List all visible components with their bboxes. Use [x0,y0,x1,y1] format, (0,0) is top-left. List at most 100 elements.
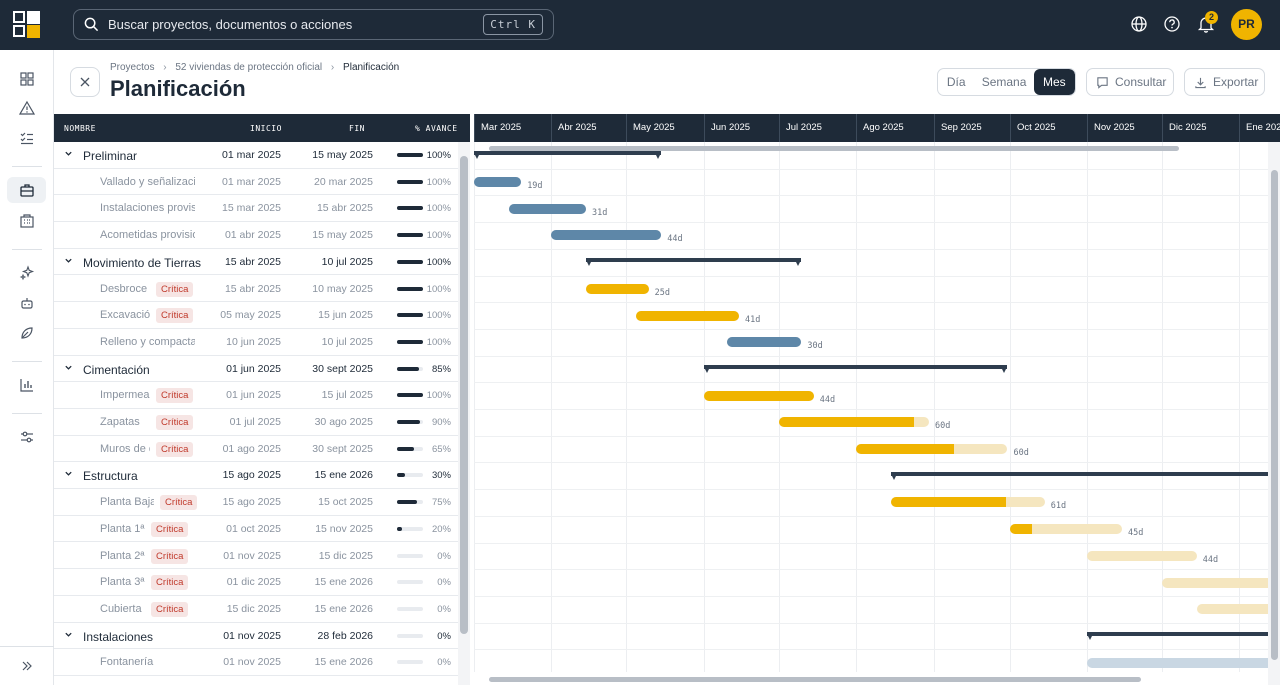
gantt-task-bar[interactable] [856,444,1008,455]
task-name: Relleno y compactación [100,335,195,348]
chevron-down-icon[interactable] [64,256,73,268]
gantt-summary-bar[interactable] [891,471,1268,480]
table-row[interactable]: Zapatas Crítica 01 jul 2025 30 ago 2025 90% [54,409,458,436]
gantt-task-bar[interactable] [1087,657,1268,668]
critical-badge: Crítica [156,388,194,404]
gantt-month: Jul 2025 [779,114,856,142]
table-scrollbar[interactable] [458,142,470,685]
gantt-task-bar[interactable] [508,203,586,214]
header-end[interactable]: FIN [349,124,365,133]
briefcase-icon[interactable] [7,177,46,203]
gantt-task-bar[interactable] [586,283,649,294]
gantt-task-bar[interactable] [704,390,814,401]
table-row[interactable]: Instalaciones provisionales 15 mar 2025 15… [54,195,458,223]
breadcrumb: Proyectos › 52 viviendas de protección o… [110,62,399,73]
table-row[interactable]: Fontanería 01 nov 2025 15 ene 2026 0% [54,649,458,676]
gantt-summary-bar[interactable] [474,151,662,160]
app-logo[interactable] [13,11,40,38]
header-progress[interactable]: % AVANCE [415,124,458,133]
gantt-task-bar[interactable] [1162,577,1268,588]
breadcrumb-project[interactable]: 52 viviendas de protección oficial [175,62,323,73]
task-end: 10 jul 2025 [321,335,373,348]
task-start: 15 dic 2025 [226,602,281,615]
gantt-task-bar[interactable] [1196,604,1268,615]
globe-icon[interactable] [1130,15,1148,33]
dashboard-icon[interactable] [12,66,42,92]
table-group-row[interactable]: Estructura 15 ago 2025 15 ene 2026 30% [54,462,458,490]
header-start[interactable]: INICIO [250,124,282,133]
gantt-row-line [474,222,1268,224]
progress-percent: 100% [426,203,451,215]
table-group-row[interactable]: Cimentación 01 jun 2025 30 sept 2025 85% [54,356,458,383]
task-end: 15 ene 2026 [314,469,373,482]
breadcrumb-projects[interactable]: Proyectos [110,62,155,73]
chevron-down-icon[interactable] [64,469,73,481]
export-button[interactable]: Exportar [1184,68,1265,96]
gantt-month: Mar 2025 [474,114,551,142]
sparkles-icon[interactable] [12,260,42,286]
table-row[interactable]: Impermeabilización Crítica 01 jun 2025 15 j… [54,382,458,409]
task-start: 01 jun 2025 [226,389,281,402]
table-row[interactable]: Planta 2ª Crítica 01 nov 2025 15 dic 2025 0% [54,543,458,570]
view-month-button[interactable]: Mes [1033,69,1075,95]
chevron-down-icon[interactable] [64,630,73,642]
robot-icon[interactable] [12,290,42,316]
table-row[interactable]: Muros de contención Crítica 01 ago 2025 30 … [54,436,458,463]
view-day-button[interactable]: Día [946,75,966,89]
building-icon[interactable] [12,208,42,234]
gantt-task-bar[interactable] [726,337,802,348]
table-row[interactable]: Acometidas provisionales 01 abr 2025 15 ma… [54,222,458,249]
gantt-duration-label: 44d [1202,554,1219,565]
expand-sidebar-icon[interactable] [12,653,42,679]
table-row[interactable]: Planta Baja Crítica 15 ago 2025 15 oct 2025… [54,489,458,516]
gantt-task-bar[interactable] [636,310,739,321]
table-row[interactable]: Cubierta Crítica 15 dic 2025 15 ene 2026 0% [54,596,458,623]
progress-percent: 0% [437,657,451,669]
gantt-hscroll-bottom[interactable] [476,675,1268,683]
view-week-button[interactable]: Semana [981,75,1027,89]
progress-percent: 20% [431,523,451,535]
gantt-task-bar[interactable] [1087,550,1197,561]
user-avatar[interactable]: PR [1231,9,1262,40]
gantt-hscroll-top[interactable] [476,144,1268,152]
task-end: 10 jul 2025 [321,255,373,268]
search-input[interactable]: Buscar proyectos, documentos o acciones [108,17,353,32]
table-row[interactable]: Excavación Crítica 05 may 2025 15 jun 2025 1… [54,302,458,329]
table-row[interactable]: Vallado y señalización 01 mar 2025 20 mar … [54,169,458,196]
task-name: Planta 2ª [100,549,145,562]
gantt-task-bar[interactable] [1010,524,1122,535]
task-name: Preliminar [83,149,138,163]
chevron-down-icon[interactable] [64,363,73,375]
chevron-down-icon[interactable] [64,149,73,161]
task-name: Planta Baja [100,496,154,509]
consult-button[interactable]: Consultar [1086,68,1174,96]
gantt-task-bar[interactable] [779,417,929,428]
table-row[interactable]: Relleno y compactación 10 jun 2025 10 jul … [54,329,458,356]
progress-bar [397,179,423,184]
help-icon[interactable] [1163,15,1181,33]
table-row[interactable]: Planta 3ª Crítica 01 dic 2025 15 ene 2026 0% [54,569,458,596]
table-row[interactable]: Planta 1ª Crítica 01 oct 2025 15 nov 2025 20… [54,516,458,543]
bar-chart-icon[interactable] [12,372,42,398]
gantt-summary-bar[interactable] [1087,631,1268,640]
table-group-row[interactable]: Instalaciones 01 nov 2025 28 feb 2026 0% [54,623,458,650]
warning-icon[interactable] [12,95,42,121]
gantt-vscroll[interactable] [1268,142,1280,685]
gantt-row-line [474,489,1268,491]
search-bar[interactable]: Buscar proyectos, documentos o acciones … [73,9,554,40]
gantt-task-bar[interactable] [891,497,1045,508]
leaf-gauge-icon[interactable] [12,320,42,346]
table-row[interactable]: Desbroce Crítica 15 abr 2025 10 may 2025 100… [54,276,458,303]
checklist-icon[interactable] [12,125,42,151]
table-group-row[interactable]: Movimiento de Tierras 15 abr 2025 10 jul 2… [54,249,458,276]
table-group-row[interactable]: Preliminar 01 mar 2025 15 may 2025 100% [54,142,458,169]
header-name[interactable]: NOMBRE [64,124,96,133]
settings-sliders-icon[interactable] [12,424,42,450]
task-end: 15 ene 2026 [314,656,373,669]
gantt-task-bar[interactable] [551,230,662,241]
gantt-summary-bar[interactable] [704,364,1008,373]
close-button[interactable] [70,67,100,97]
gantt-task-bar[interactable] [474,177,522,188]
task-start: 01 mar 2025 [222,149,281,161]
gantt-summary-bar[interactable] [586,258,802,267]
